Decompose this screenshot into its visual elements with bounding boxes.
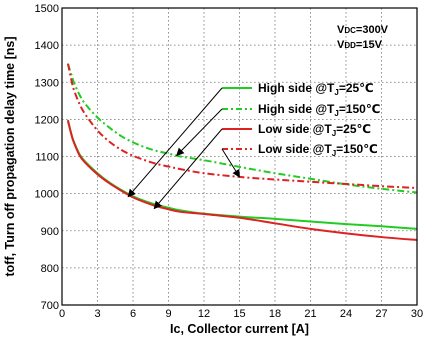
x-tick-label: 18 (269, 308, 281, 320)
plot-frame (61, 7, 418, 306)
legend-label: High side @TJ=25℃ (258, 81, 374, 97)
y-tick-label: 800 (41, 263, 59, 275)
x-tick-label: 12 (198, 308, 210, 320)
x-tick-label: 3 (94, 308, 100, 320)
y-tick-label: 1100 (35, 152, 59, 164)
x-tick-label: 30 (411, 308, 423, 320)
x-tick-label: 27 (375, 308, 387, 320)
y-tick-label: 900 (41, 226, 59, 238)
y-tick-label: 1300 (35, 77, 59, 89)
x-tick-label: 24 (340, 308, 352, 320)
annotation-arrow (221, 148, 241, 178)
y-axis-label: toff, Turn off propagation delay time [n… (3, 36, 17, 276)
condition-vdd: VDD=15V (337, 39, 383, 51)
y-tick-label: 1400 (35, 40, 59, 52)
y-tick-label: 1000 (35, 189, 59, 201)
x-tick-label: 9 (165, 308, 171, 320)
annotation-arrow (176, 108, 223, 157)
grid (62, 8, 417, 305)
legend: High side @TJ=25℃ High side @TJ=150℃ Low s… (222, 81, 380, 158)
condition-vdc: VDC=300V (337, 24, 389, 36)
y-tick-label: 700 (41, 300, 59, 312)
legend-label: Low side @TJ=25℃ (258, 122, 371, 138)
x-axis-label: Ic, Collector current [A] (170, 322, 309, 336)
legend-label: Low side @TJ=150℃ (258, 142, 378, 158)
series-line-low-side-tj-25 (66, 119, 418, 242)
x-tick-label: 6 (130, 308, 136, 320)
x-tick-label: 0 (59, 308, 65, 320)
annotation-arrows (127, 87, 241, 210)
y-tick-label: 1500 (35, 3, 59, 15)
annotation-arrow (127, 87, 223, 198)
series-line-low-side-tj-150 (66, 63, 418, 190)
conditions-box: VDC=300V VDD=15V (337, 24, 389, 51)
series-line-high-side-tj-150 (66, 63, 418, 194)
x-tick-label: 21 (304, 308, 316, 320)
series-layer (66, 63, 418, 242)
y-tick-label: 1200 (35, 114, 59, 126)
tick-layer: 0 3 6 9 12 15 18 21 24 27 30 700 800 900 1000 1100 1200 1… (35, 3, 424, 320)
legend-label: High side @TJ=150℃ (258, 102, 380, 118)
x-tick-label: 15 (233, 308, 245, 320)
annotation-arrow (153, 128, 223, 210)
